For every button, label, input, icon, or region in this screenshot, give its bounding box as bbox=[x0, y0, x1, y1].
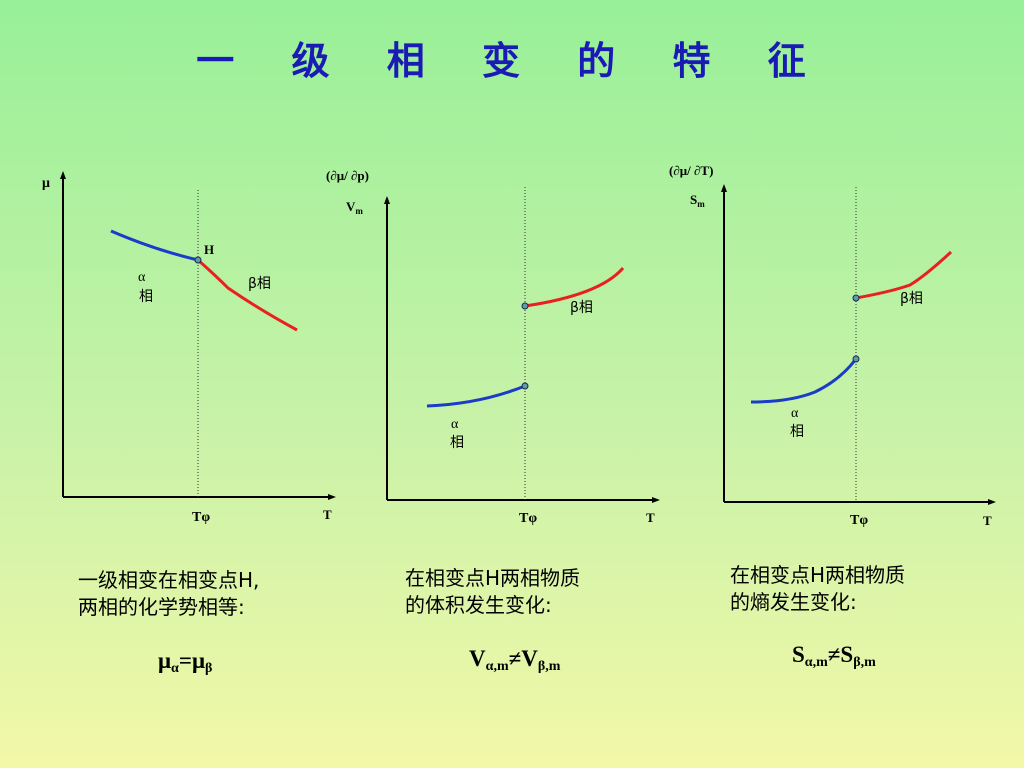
beta-phase-label: β相 bbox=[900, 291, 923, 307]
formula-sub-a: α,m bbox=[804, 655, 828, 670]
transition-temp-label: Tφ bbox=[519, 511, 537, 526]
alpha-phase-label: α bbox=[791, 406, 799, 421]
caption-line-1: 在相变点H两相物质 bbox=[730, 563, 906, 587]
y-axis-label-vm: Vm bbox=[346, 199, 363, 216]
beta-curve bbox=[524, 267, 625, 308]
beta-phase-label: β相 bbox=[570, 300, 593, 316]
alpha-end-point bbox=[852, 355, 860, 363]
formula-chemical-potential: μα=μβ bbox=[158, 648, 212, 677]
formula-symbol-a: V bbox=[469, 646, 486, 671]
formula-sub-b: β bbox=[205, 661, 213, 676]
caption-line-2: 的体积发生变化: bbox=[405, 593, 552, 617]
alpha-phase-label: α bbox=[138, 270, 146, 285]
formula-symbol-a: S bbox=[792, 642, 805, 667]
caption-line-2: 两相的化学势相等: bbox=[78, 595, 245, 619]
x-axis-label: T bbox=[983, 513, 992, 528]
formula-entropy: Sα,m≠Sβ,m bbox=[792, 642, 876, 671]
alpha-phase-label: α bbox=[451, 417, 459, 432]
caption-line-1: 一级相变在相变点H, bbox=[78, 568, 260, 592]
y-axis-label: (∂μ/ ∂T) bbox=[669, 163, 713, 178]
formula-sub-a: α,m bbox=[485, 659, 509, 674]
caption-volume: 在相变点H两相物质 的体积发生变化: bbox=[405, 565, 580, 619]
formula-symbol-b: S bbox=[840, 642, 854, 667]
caption-line-2: 的熵发生变化: bbox=[730, 590, 857, 614]
formula-operator: = bbox=[178, 648, 192, 673]
panel-volume: (∂μ/ ∂p) Vm α 相 β相 Tφ T bbox=[326, 168, 660, 526]
formula-operator: ≠ bbox=[508, 646, 522, 671]
transition-temp-label: Tφ bbox=[192, 510, 210, 525]
page-title: 一 级 相 变 的 特 征 bbox=[196, 39, 828, 83]
formula-symbol-b: μ bbox=[191, 648, 206, 673]
formula-sub-a: α bbox=[171, 661, 179, 676]
alpha-curve bbox=[750, 358, 858, 404]
beta-phase-label: β相 bbox=[248, 276, 271, 292]
beta-curve bbox=[855, 250, 953, 300]
caption-chemical-potential: 一级相变在相变点H, 两相的化学势相等: bbox=[78, 567, 259, 621]
y-axis-label: μ bbox=[42, 176, 50, 191]
formula-operator: ≠ bbox=[827, 642, 841, 667]
x-axis-label: T bbox=[323, 507, 332, 522]
alpha-end-point bbox=[521, 382, 529, 390]
y-axis-label: (∂μ/ ∂p) bbox=[326, 168, 369, 183]
beta-start-point bbox=[852, 294, 860, 302]
alpha-phase-label-2: 相 bbox=[450, 435, 464, 451]
transition-point-h bbox=[194, 256, 202, 264]
x-axis-label: T bbox=[646, 510, 655, 525]
formula-volume: Vα,m≠Vβ,m bbox=[469, 646, 560, 675]
panel-chemical-potential: μ H α 相 β相 Tφ T bbox=[42, 171, 336, 525]
formula-symbol-b: V bbox=[521, 646, 538, 671]
alpha-curve bbox=[110, 229, 199, 262]
caption-entropy: 在相变点H两相物质 的熵发生变化: bbox=[730, 562, 905, 616]
formula-sub-b: β,m bbox=[853, 655, 876, 670]
point-label-h: H bbox=[204, 242, 214, 257]
alpha-phase-label-2: 相 bbox=[139, 289, 153, 305]
alpha-curve bbox=[426, 384, 526, 408]
caption-line-1: 在相变点H两相物质 bbox=[405, 566, 581, 590]
alpha-phase-label-2: 相 bbox=[790, 424, 804, 440]
y-axis-label-sm: Sm bbox=[690, 192, 705, 209]
formula-sub-b: β,m bbox=[537, 659, 561, 674]
panel-entropy: (∂μ/ ∂T) Sm α 相 β相 Tφ T bbox=[669, 163, 996, 528]
transition-temp-label: Tφ bbox=[850, 513, 868, 528]
beta-curve bbox=[197, 258, 298, 332]
beta-start-point bbox=[521, 302, 529, 310]
formula-symbol-a: μ bbox=[158, 648, 172, 673]
